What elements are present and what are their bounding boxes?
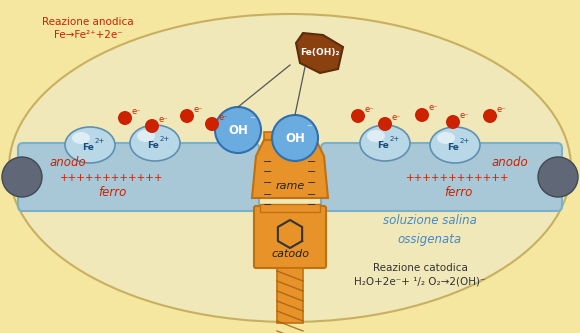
Polygon shape (252, 140, 328, 198)
Ellipse shape (65, 127, 115, 163)
Text: e⁻: e⁻ (218, 113, 228, 122)
Text: ⁻: ⁻ (306, 123, 312, 133)
Text: −: − (307, 167, 317, 177)
Text: soluzione salina
ossigenata: soluzione salina ossigenata (383, 214, 477, 246)
Text: e⁻: e⁻ (131, 107, 141, 116)
Text: 2+: 2+ (160, 136, 170, 142)
Text: H₂O+2e⁻+ ¹/₂ O₂→2(OH)⁻: H₂O+2e⁻+ ¹/₂ O₂→2(OH)⁻ (354, 277, 486, 287)
FancyBboxPatch shape (18, 143, 259, 211)
Text: e⁻: e⁻ (391, 113, 401, 122)
Circle shape (415, 108, 429, 122)
Text: ferro: ferro (98, 186, 126, 199)
Text: anodo: anodo (50, 156, 86, 168)
Text: OH: OH (228, 125, 248, 138)
Circle shape (483, 109, 497, 123)
Text: −: − (307, 200, 317, 210)
Ellipse shape (72, 132, 90, 144)
Circle shape (145, 119, 159, 133)
FancyBboxPatch shape (260, 204, 320, 212)
Text: Fe→Fe²⁺+2e⁻: Fe→Fe²⁺+2e⁻ (53, 30, 122, 40)
Circle shape (272, 115, 318, 161)
Text: −: − (263, 200, 273, 210)
Text: e⁻: e⁻ (496, 105, 506, 114)
Text: 2+: 2+ (95, 138, 105, 144)
FancyBboxPatch shape (264, 132, 316, 150)
FancyBboxPatch shape (254, 206, 326, 268)
Text: e⁻: e⁻ (158, 115, 168, 124)
Text: Reazione catodica: Reazione catodica (372, 263, 467, 273)
Circle shape (351, 109, 365, 123)
Text: −: − (263, 157, 273, 167)
Text: Fe: Fe (82, 144, 94, 153)
Text: ++++++++++++: ++++++++++++ (60, 173, 164, 183)
Ellipse shape (367, 130, 385, 142)
Circle shape (378, 117, 392, 131)
Circle shape (215, 107, 261, 153)
Text: −: − (263, 178, 273, 188)
Circle shape (180, 109, 194, 123)
Text: ferro: ferro (444, 186, 472, 199)
Text: rame: rame (276, 181, 304, 191)
Text: Fe: Fe (447, 144, 459, 153)
Text: ⁻: ⁻ (249, 115, 255, 125)
Circle shape (205, 117, 219, 131)
Text: catodo: catodo (271, 249, 309, 259)
Text: −: − (263, 190, 273, 200)
Circle shape (2, 157, 42, 197)
Text: 2+: 2+ (390, 136, 400, 142)
Ellipse shape (9, 14, 571, 322)
Text: e⁻: e⁻ (364, 105, 374, 114)
Ellipse shape (430, 127, 480, 163)
Text: Reazione anodica: Reazione anodica (42, 17, 134, 27)
Circle shape (118, 111, 132, 125)
Text: −: − (307, 190, 317, 200)
Text: −: − (307, 157, 317, 167)
FancyBboxPatch shape (277, 268, 303, 323)
FancyBboxPatch shape (321, 143, 562, 211)
Text: −: − (307, 178, 317, 188)
Ellipse shape (130, 125, 180, 161)
Circle shape (446, 115, 460, 129)
Text: 2+: 2+ (460, 138, 470, 144)
Text: OH: OH (285, 133, 305, 146)
Ellipse shape (437, 132, 455, 144)
Text: Fe(OH)₂: Fe(OH)₂ (300, 49, 340, 58)
Circle shape (538, 157, 578, 197)
Polygon shape (296, 33, 343, 73)
Text: anodo: anodo (492, 156, 528, 168)
Text: e⁻: e⁻ (459, 111, 469, 120)
Text: ++++++++++++: ++++++++++++ (406, 173, 510, 183)
Text: −: − (263, 167, 273, 177)
Text: Fe: Fe (147, 142, 159, 151)
Ellipse shape (137, 130, 155, 142)
Text: e⁻: e⁻ (193, 105, 203, 114)
Text: Fe: Fe (377, 142, 389, 151)
Ellipse shape (360, 125, 410, 161)
Text: e⁻: e⁻ (428, 104, 438, 113)
